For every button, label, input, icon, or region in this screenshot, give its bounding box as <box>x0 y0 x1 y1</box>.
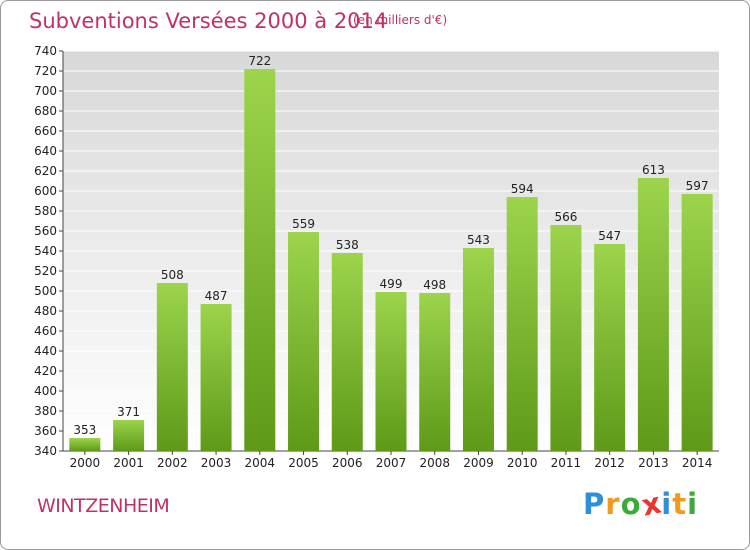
bar-2010 <box>506 197 538 451</box>
value-label-2012: 547 <box>598 229 621 243</box>
bar-2007 <box>375 292 407 451</box>
y-tick-label: 340 <box>34 444 57 458</box>
y-tick-label: 680 <box>34 104 57 118</box>
value-label-2003: 487 <box>205 289 228 303</box>
bar-2000 <box>69 438 101 451</box>
value-label-2005: 559 <box>292 217 315 231</box>
y-tick-label: 480 <box>34 304 57 318</box>
y-tick-label: 400 <box>34 384 57 398</box>
logo-letter: t <box>672 487 688 521</box>
bar-2004 <box>244 69 276 451</box>
logo-letter: i <box>687 487 699 521</box>
y-tick-label: 440 <box>34 344 57 358</box>
x-tick-label-2012: 2012 <box>594 456 625 470</box>
x-tick-label-2013: 2013 <box>638 456 669 470</box>
chart-subtitle: (en milliers d'€) <box>353 13 448 27</box>
y-tick-label: 580 <box>34 204 57 218</box>
y-tick-label: 700 <box>34 84 57 98</box>
x-tick-label-2014: 2014 <box>682 456 713 470</box>
value-label-2009: 543 <box>467 233 490 247</box>
x-tick-label-2005: 2005 <box>288 456 319 470</box>
x-tick-label-2007: 2007 <box>376 456 407 470</box>
x-tick-label-2010: 2010 <box>507 456 538 470</box>
bar-2012 <box>594 244 626 451</box>
value-label-2006: 538 <box>336 238 359 252</box>
y-tick-label: 560 <box>34 224 57 238</box>
value-label-2001: 371 <box>117 405 140 419</box>
x-tick-label-2006: 2006 <box>332 456 363 470</box>
y-tick-label: 460 <box>34 324 57 338</box>
logo-letter: i <box>661 487 673 521</box>
bar-2006 <box>331 253 363 451</box>
logo-letter: P <box>583 487 606 521</box>
x-tick-label-2004: 2004 <box>245 456 276 470</box>
commune-name: WINTZENHEIM <box>37 495 170 517</box>
y-tick-label: 360 <box>34 424 57 438</box>
bar-2002 <box>156 283 188 451</box>
y-tick-label: 720 <box>34 64 57 78</box>
value-label-2002: 508 <box>161 268 184 282</box>
value-label-2000: 353 <box>73 423 96 437</box>
x-tick-label-2003: 2003 <box>201 456 232 470</box>
x-tick-label-2002: 2002 <box>157 456 188 470</box>
y-tick-label: 660 <box>34 124 57 138</box>
x-tick-label-2001: 2001 <box>113 456 144 470</box>
bars <box>69 69 713 451</box>
y-tick-label: 620 <box>34 164 57 178</box>
y-tick-label: 500 <box>34 284 57 298</box>
x-tick-label-2008: 2008 <box>419 456 450 470</box>
value-label-2010: 594 <box>511 182 534 196</box>
labels: 340 360 380 400 420 440 460 480 500 520 540 560 580 6… <box>34 44 712 470</box>
y-tick-label: 520 <box>34 264 57 278</box>
value-label-2007: 499 <box>380 277 403 291</box>
y-tick-label: 420 <box>34 364 57 378</box>
value-label-2014: 597 <box>686 179 709 193</box>
bar-2009 <box>462 248 494 451</box>
chart-title: Subventions Versées 2000 à 2014 <box>29 9 388 33</box>
x-tick-label-2000: 2000 <box>70 456 101 470</box>
y-tick-label: 740 <box>34 44 57 58</box>
bar-2003 <box>200 304 232 451</box>
bar-2014 <box>681 194 713 451</box>
bar-2008 <box>419 293 451 451</box>
bar-2001 <box>113 420 145 451</box>
y-tick-label: 600 <box>34 184 57 198</box>
logo-letter: o <box>620 487 642 521</box>
bar-2013 <box>637 178 669 451</box>
x-tick-label-2011: 2011 <box>551 456 582 470</box>
proxiti-logo: Proxiti <box>583 485 699 522</box>
value-label-2008: 498 <box>423 278 446 292</box>
value-label-2004: 722 <box>248 54 271 68</box>
bar-2011 <box>550 225 582 451</box>
y-tick-label: 380 <box>34 404 57 418</box>
bar-2005 <box>288 232 320 451</box>
y-tick-label: 540 <box>34 244 57 258</box>
value-label-2013: 613 <box>642 163 665 177</box>
value-label-2011: 566 <box>554 210 577 224</box>
x-tick-label-2009: 2009 <box>463 456 494 470</box>
y-tick-label: 640 <box>34 144 57 158</box>
logo-letter: r <box>605 487 621 521</box>
